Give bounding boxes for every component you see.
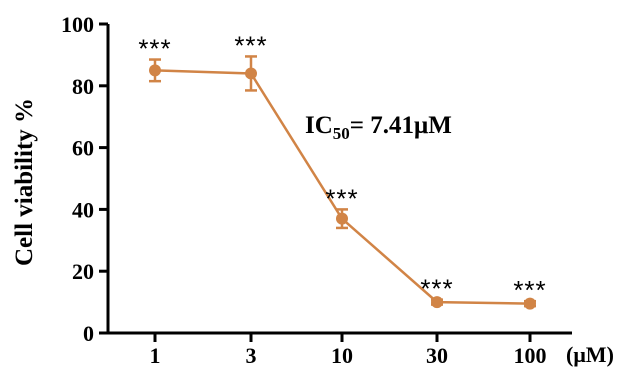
ic50-value: = 7.41μM — [350, 112, 452, 139]
y-tick-label: 60 — [72, 136, 94, 161]
x-tick-label: 10 — [331, 343, 353, 368]
significance-marker: *** — [234, 30, 267, 60]
data-point — [245, 67, 257, 80]
ic50-main: IC — [305, 112, 333, 139]
ic50-subscript: 50 — [333, 124, 350, 143]
significance-marker: *** — [138, 34, 171, 64]
x-tick-label: 3 — [246, 343, 257, 368]
data-point — [431, 296, 443, 309]
x-axis-ticks: 1 3 10 30 100 — [150, 333, 547, 368]
significance-marker: *** — [420, 274, 453, 304]
x-tick-label: 1 — [150, 343, 161, 368]
x-tick-label: 100 — [514, 343, 547, 368]
y-tick-label: 40 — [72, 197, 94, 222]
ic50-annotation: IC50= 7.41μM — [305, 112, 452, 143]
y-tick-label: 100 — [61, 12, 94, 37]
x-tick-label: 30 — [426, 343, 448, 368]
data-point — [336, 212, 348, 225]
data-point — [524, 297, 536, 310]
y-tick-label: 80 — [72, 74, 94, 99]
x-axis-unit: (μM) — [566, 342, 614, 367]
data-point — [149, 64, 161, 77]
significance-marker: *** — [513, 275, 546, 305]
y-axis-title: Cell viability % — [11, 98, 38, 266]
y-tick-label: 20 — [72, 259, 94, 284]
significance-group: *** *** *** *** *** — [138, 30, 546, 305]
y-axis-ticks: 0 20 40 60 80 100 — [61, 12, 108, 346]
series-group — [149, 55, 536, 310]
axes — [106, 24, 572, 335]
significance-marker: *** — [325, 183, 358, 213]
y-tick-label: 0 — [83, 321, 94, 346]
